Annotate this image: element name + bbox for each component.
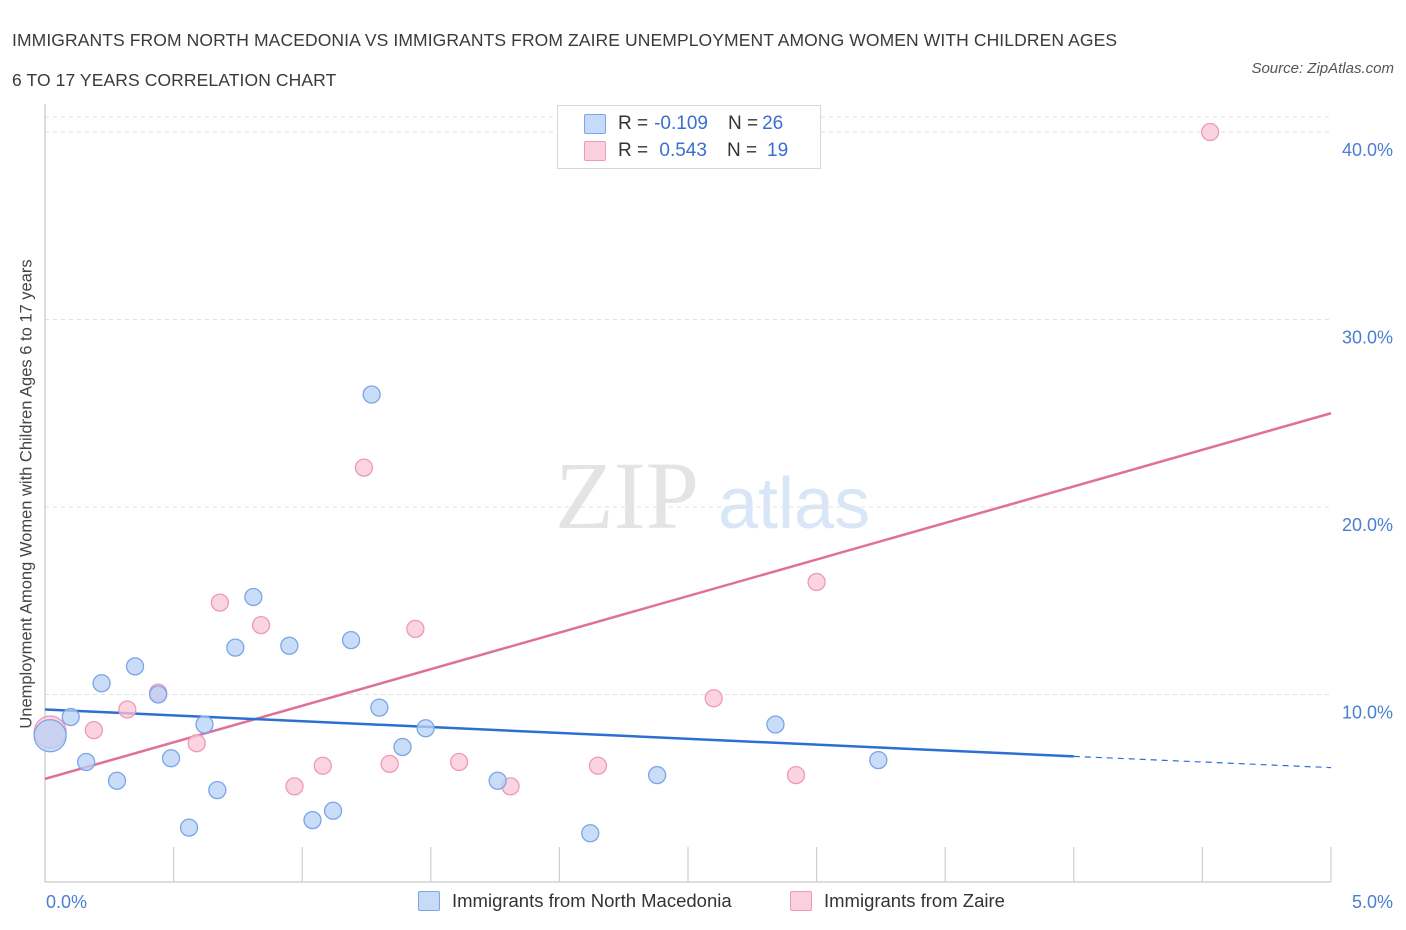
legend-n-label: N = [727, 113, 759, 134]
source-label: Source: ZipAtlas.com [1251, 60, 1394, 77]
data-point-north-macedonia [33, 719, 67, 753]
data-point-north-macedonia [362, 385, 381, 404]
trend-line-zaire [44, 412, 1332, 781]
data-point-north-macedonia [226, 638, 245, 657]
data-point-north-macedonia [280, 636, 299, 655]
y-tick-label: 20.0% [1342, 515, 1393, 535]
data-point-zaire [187, 734, 206, 753]
data-point-north-macedonia [766, 715, 785, 734]
data-point-north-macedonia [179, 818, 199, 837]
data-point-zaire [313, 756, 332, 775]
data-point-north-macedonia [370, 698, 389, 717]
data-point-north-macedonia [161, 749, 181, 768]
data-point-zaire [786, 765, 806, 785]
data-point-zaire [84, 720, 104, 740]
legend-swatch-blue [584, 114, 606, 134]
watermark-atlas: atlas [718, 464, 870, 544]
data-point-north-macedonia [125, 657, 145, 676]
trend-lines [44, 412, 1332, 781]
watermark-zip: ZIP [555, 442, 699, 549]
grid-lines [45, 116, 1331, 695]
data-point-zaire [406, 619, 425, 639]
tick-labels: 10.0% 20.0% 30.0% 40.0% 0.0% 5.0% [46, 140, 1393, 912]
series-legend-zaire: Immigrants from Zaire [790, 890, 1005, 912]
data-point-zaire [354, 458, 374, 477]
trend-line-north-macedonia [44, 708, 1074, 758]
data-point-zaire [449, 752, 469, 772]
data-point-north-macedonia [77, 752, 96, 772]
legend-swatch-pink [584, 141, 606, 161]
data-point-north-macedonia [581, 824, 600, 843]
data-point-zaire [1200, 122, 1220, 142]
data-points [33, 122, 1220, 843]
series-legend: Immigrants from North Macedonia Immigran… [0, 888, 1406, 916]
trend-line-north-macedonia-projection [1073, 755, 1332, 769]
stats-legend: R = -0.109 N = 26 R = 0.543 N = 19 [557, 105, 821, 169]
axes [44, 104, 1332, 883]
legend-r-label: R = [618, 140, 649, 161]
data-point-north-macedonia [341, 630, 361, 650]
data-point-north-macedonia [488, 771, 507, 790]
data-point-zaire [285, 777, 304, 796]
data-point-north-macedonia [195, 715, 214, 734]
legend-n-value: 19 [767, 140, 789, 161]
data-point-north-macedonia [393, 737, 412, 757]
series-legend-swatch-blue [418, 891, 440, 911]
data-point-zaire [588, 756, 608, 775]
y-tick-label: 10.0% [1342, 703, 1393, 723]
series-legend-north-macedonia: Immigrants from North Macedonia [418, 890, 732, 912]
watermark: ZIP atlas [555, 442, 870, 549]
data-point-zaire [704, 689, 723, 708]
legend-row-north-macedonia: R = -0.109 N = 26 [584, 110, 783, 138]
x-tick-label: 0.0% [46, 892, 87, 912]
legend-n-label: N = [726, 140, 758, 161]
y-tick-label: 30.0% [1342, 328, 1393, 348]
data-point-north-macedonia [244, 587, 263, 607]
data-point-north-macedonia [869, 750, 888, 770]
legend-r-label: R = [618, 113, 649, 134]
series-legend-label: Immigrants from North Macedonia [452, 890, 732, 911]
data-point-north-macedonia [416, 719, 435, 738]
data-point-north-macedonia [149, 685, 168, 704]
data-point-zaire [118, 700, 137, 719]
legend-row-zaire: R = 0.543 N = 19 [584, 137, 788, 165]
data-point-north-macedonia [107, 771, 127, 790]
series-legend-label: Immigrants from Zaire [824, 890, 1005, 911]
data-point-zaire [210, 593, 230, 612]
data-point-north-macedonia [647, 765, 667, 785]
legend-n-value: 26 [762, 113, 784, 134]
series-legend-swatch-pink [790, 891, 812, 911]
data-point-north-macedonia [208, 780, 227, 800]
data-point-north-macedonia [323, 801, 343, 820]
chart-title: IMMIGRANTS FROM NORTH MACEDONIA VS IMMIG… [12, 20, 1212, 100]
y-tick-label: 40.0% [1342, 140, 1393, 160]
legend-r-value: -0.109 [654, 113, 708, 134]
data-point-north-macedonia [92, 674, 111, 693]
chart-title-line2: 6 TO 17 YEARS CORRELATION CHART [12, 70, 337, 90]
x-tick-label: 5.0% [1352, 892, 1393, 912]
data-point-zaire [380, 754, 399, 774]
data-point-zaire [251, 615, 271, 635]
data-point-north-macedonia [303, 810, 322, 830]
chart-title-line1: IMMIGRANTS FROM NORTH MACEDONIA VS IMMIG… [12, 30, 1118, 50]
data-point-north-macedonia [61, 707, 80, 727]
legend-r-value: 0.543 [654, 140, 707, 161]
data-point-zaire [807, 572, 826, 592]
